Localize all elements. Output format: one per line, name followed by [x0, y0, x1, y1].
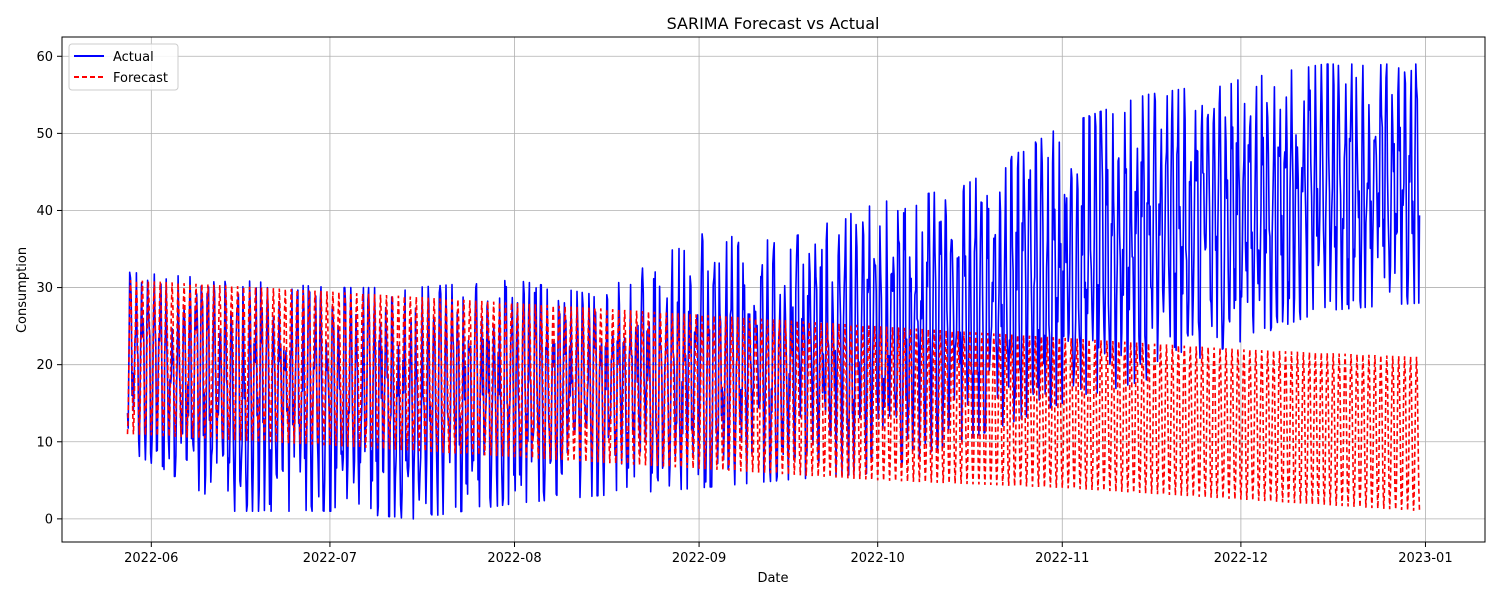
x-tick-label: 2022-11	[1035, 551, 1089, 566]
y-tick-label: 60	[36, 50, 53, 65]
x-axis-label: Date	[757, 571, 788, 586]
y-axis-label: Consumption	[15, 247, 30, 333]
legend-label-actual: Actual	[113, 50, 154, 65]
x-tick-label: 2023-01	[1398, 551, 1452, 566]
axis-ticks: 2022-06 2022-07 2022-08 2022-09 2022-10 2022-…	[36, 50, 1452, 566]
legend-label-forecast: Forecast	[113, 71, 168, 86]
x-tick-label: 2022-08	[487, 551, 541, 566]
plot-frame	[61, 36, 1486, 543]
x-tick-label: 2022-10	[851, 551, 905, 566]
y-tick-label: 40	[36, 204, 53, 219]
plot-area	[126, 63, 1421, 520]
series-line-forecast	[126, 279, 1421, 512]
y-tick-label: 0	[45, 512, 53, 527]
y-tick-label: 30	[36, 281, 53, 296]
y-tick-label: 20	[36, 358, 53, 373]
x-tick-label: 2022-09	[672, 551, 726, 566]
chart-title: SARIMA Forecast vs Actual	[667, 14, 880, 33]
legend: Actual Forecast	[68, 43, 179, 91]
series-line-actual	[126, 63, 1421, 520]
y-tick-label: 50	[36, 127, 53, 142]
y-tick-label: 10	[36, 435, 53, 450]
x-tick-label: 2022-06	[124, 551, 178, 566]
x-tick-label: 2022-07	[303, 551, 357, 566]
x-tick-label: 2022-12	[1214, 551, 1268, 566]
